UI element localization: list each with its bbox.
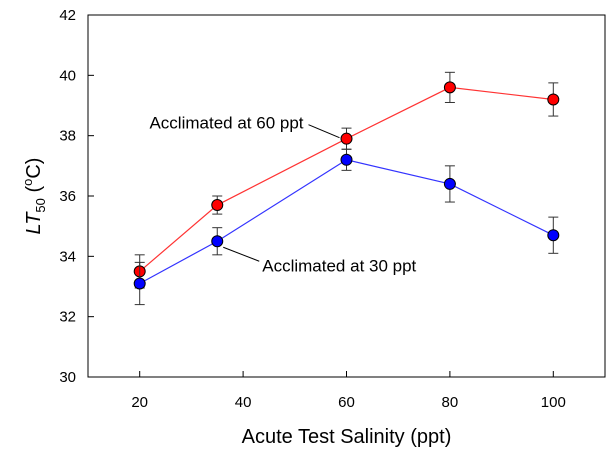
y-tick-label: 30 (59, 369, 76, 386)
data-point (211, 235, 224, 248)
annotation-leader (308, 124, 340, 139)
y-axis-label-unit: C) (23, 158, 45, 179)
y-axis-label-subscript: 50 (33, 198, 48, 212)
data-point (547, 229, 560, 242)
data-point (340, 132, 353, 145)
plot-frame (87, 14, 606, 378)
y-axis-label-superscript: o (20, 179, 35, 186)
y-tick-label: 42 (59, 7, 76, 24)
annotation-label: Acclimated at 30 ppt (262, 256, 416, 275)
y-tick-label: 36 (59, 188, 76, 205)
x-tick-label: 80 (442, 394, 459, 411)
annotation-layer: Acclimated at 60 ppt Acclimated at 30 ppt (149, 114, 416, 276)
annotation-leader (223, 246, 260, 262)
data-point (443, 177, 456, 190)
data-point (340, 153, 353, 166)
data-point (211, 199, 224, 212)
y-tick-label: 32 (59, 309, 76, 326)
x-tick-label: 40 (235, 394, 252, 411)
x-axis-label: Acute Test Salinity (ppt) (242, 426, 452, 448)
series-layer (133, 71, 560, 306)
annotation-label: Acclimated at 60 ppt (149, 114, 303, 133)
x-tick-label: 60 (338, 394, 355, 411)
x-tick-label: 100 (541, 394, 566, 411)
y-axis-label: LT50 (oC) (20, 158, 48, 235)
y-tick-label: 40 (59, 67, 76, 84)
data-point (133, 277, 146, 290)
axis-layer: 20 40 60 80 100 30 32 34 36 38 40 42 (59, 7, 566, 411)
data-point (547, 93, 560, 106)
x-tick-label: 20 (131, 394, 148, 411)
y-tick-label: 34 (59, 248, 76, 265)
y-axis-label-open: ( (23, 186, 45, 199)
y-tick-label: 38 (59, 128, 76, 145)
y-axis-label-prefix: LT (23, 211, 45, 235)
data-point (443, 81, 456, 94)
